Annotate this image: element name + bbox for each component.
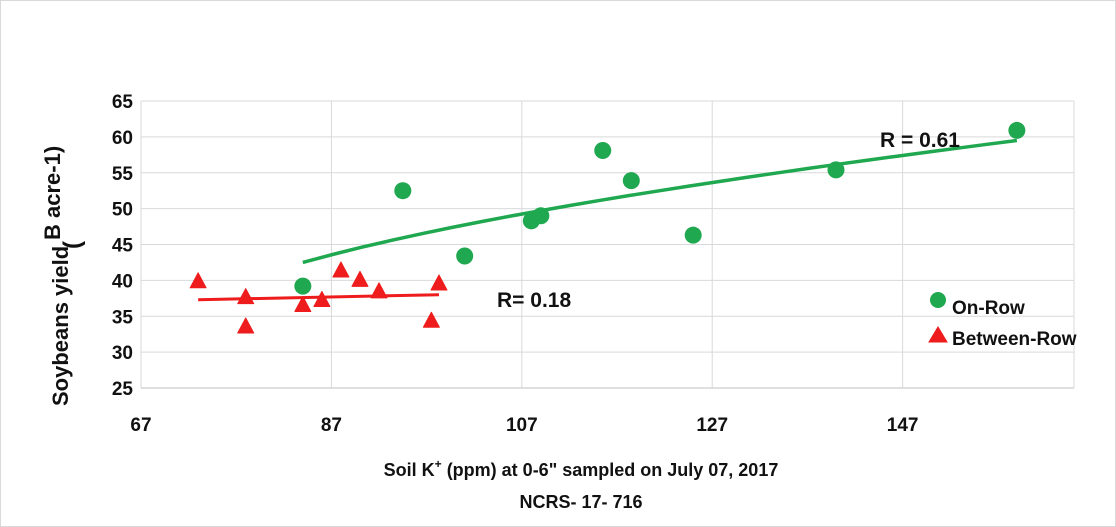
legend-label-between-row: Between-Row [952,329,1077,350]
y-tick-label: 55 [112,164,134,185]
x-tick-label: 127 [696,415,728,436]
legend-marker-on-row [930,292,946,308]
y-tick-label: 30 [112,343,133,364]
legend-label-on-row: On-Row [952,298,1025,319]
grid-lines [140,100,1075,389]
trend-lines [198,138,1018,302]
y-tick-label: 60 [112,128,133,149]
point-on-row [294,277,312,295]
point-between-row [422,311,440,328]
point-between-row [351,270,369,287]
x-tick-label: 67 [130,415,151,436]
point-between-row [332,261,350,278]
point-between-row [237,317,255,334]
data-points [189,121,1026,334]
point-between-row [237,288,255,305]
y-tick-label: 35 [112,307,134,328]
point-on-row [622,172,640,190]
point-between-row [313,290,331,307]
legend-marker-between-row [928,326,948,343]
tick-labels: 25 30 35 40 45 50 55 60 65 67 87 107 127 147 [112,92,919,436]
x-tick-label: 147 [887,415,919,436]
point-on-row [684,226,702,244]
point-on-row [394,182,412,200]
point-on-row [532,207,550,225]
y-tick-label: 45 [112,236,134,257]
point-on-row [594,142,612,160]
y-axis-title: Soybeans yield ( B acre-1) [40,146,86,406]
r-label-between-row: R= 0.18 [497,289,571,312]
y-tick-label: 65 [112,92,134,113]
x-tick-label: 87 [321,415,342,436]
point-on-row [827,161,845,179]
point-between-row [294,295,312,312]
legend: On-Row Between-Row [928,292,1077,350]
point-between-row [370,282,388,299]
y-axis-title-paren: ( [59,241,86,249]
x-axis-title: Soil K+ (ppm) at 0-6" sampled on July 07… [384,457,779,480]
y-tick-label: 25 [112,379,134,400]
point-on-row [456,247,474,265]
y-axis-title-main: Soybeans yield [48,246,73,406]
trend-line-on-row [302,138,1018,265]
r-label-on-row: R = 0.61 [880,129,960,152]
y-tick-label: 50 [112,200,133,221]
y-axis-title-unit: B acre-1) [40,146,65,240]
x-tick-label: 107 [506,415,538,436]
point-between-row [189,272,207,289]
chart-subtitle: NCRS- 17- 716 [519,492,642,512]
point-on-row [1008,121,1026,139]
point-between-row [430,274,448,291]
y-tick-label: 40 [112,271,133,292]
